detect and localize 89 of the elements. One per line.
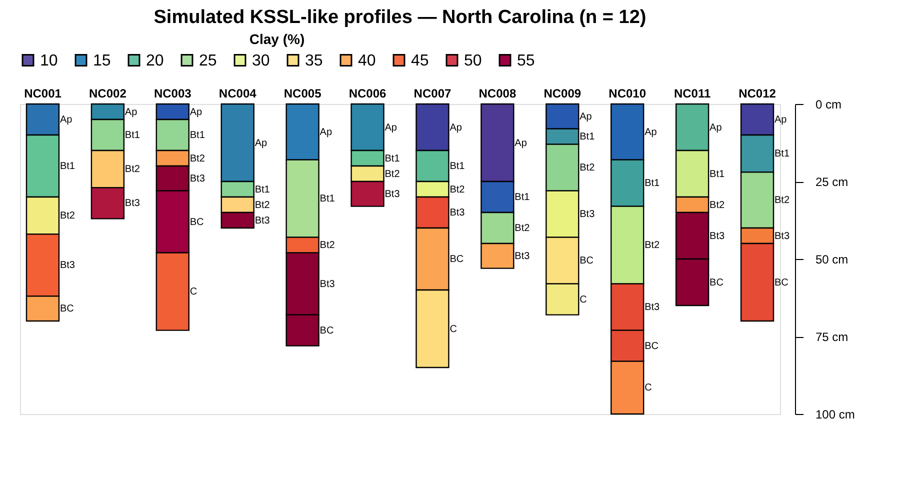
data-label: Bt1 [644,178,660,190]
legend-title: Clay (%) [249,31,305,47]
legend-label: 40 [358,52,376,70]
data-label: Bt3 [644,302,660,314]
data-label: Ap [320,126,332,138]
x-tick-label: NC009 [544,86,582,100]
data-label: BC [580,256,594,267]
data-label: Bt1 [60,161,76,172]
data-label: C [580,294,587,306]
x-tick-label: NC002 [89,86,127,100]
data-label: BC [710,277,724,288]
legend-label: 20 [146,52,164,70]
data-label: Bt1 [450,161,466,172]
data-label: BC [60,304,74,315]
data-label: Ap [774,114,788,126]
data-label: Bt3 [190,173,206,184]
data-label: Bt1 [190,130,206,141]
data-label: Bt1 [320,194,336,205]
data-label: BC [774,277,788,288]
data-label: Ap [384,122,398,134]
data-label: BC [644,340,658,352]
data-label: Bt2 [710,200,725,211]
chart-title: Simulated KSSL-like profiles — North Carolina (n = 12) [154,7,646,28]
data-label: Bt3 [580,209,596,220]
data-label: Ap [190,106,203,118]
data-label: Bt1 [514,192,530,203]
legend-label: 30 [252,52,270,70]
data-label: Bt2 [450,184,466,196]
data-label: Bt2 [514,223,530,234]
data-label: Bt2 [384,168,400,180]
data-label: Bt2 [644,240,660,252]
x-tick-label: NC004 [218,86,257,100]
data-label: C [644,382,652,394]
x-tick-label: NC005 [284,86,322,100]
data-label: Ap [60,114,73,126]
data-label: Bt1 [254,184,270,196]
data-label: Ap [124,106,138,118]
legend-label: 10 [40,52,58,70]
data-label: C [190,286,198,298]
data-label: Bt3 [774,230,790,242]
data-label: Ap [514,138,528,149]
data-label: Bt3 [254,215,270,226]
data-label: Bt3 [384,188,400,200]
data-label: Ap [254,138,268,149]
legend-label: 45 [411,52,429,70]
x-tick-label: NC010 [608,86,646,100]
x-tick-label: NC003 [154,86,192,100]
y-tick-label: 50 cm [816,252,848,266]
x-tick-label: NC006 [348,86,387,100]
data-label: BC [190,216,204,228]
data-label: Ap [580,111,592,122]
data-label: Bt3 [514,250,530,262]
data-label: Bt3 [124,198,140,210]
data-label: BC [450,254,464,265]
x-tick-label: NC008 [478,86,516,100]
data-label: Bt2 [190,153,206,164]
y-tick-label: 0 cm [816,98,842,112]
data-label: Bt1 [710,168,725,180]
legend-label: 55 [517,52,535,70]
data-label: Bt3 [710,230,725,242]
data-label: Ap [644,126,658,138]
x-tick-label: NC012 [738,86,776,100]
data-label: Bt2 [774,195,790,206]
data-label: Bt2 [580,162,596,174]
x-tick-label: NC001 [24,86,62,100]
y-tick-label: 100 cm [816,408,855,422]
legend-label: 15 [93,52,111,70]
data-label: Bt3 [320,278,336,290]
data-label: Bt3 [450,208,466,218]
data-label: Ap [450,122,462,134]
data-label: Bt2 [254,200,270,211]
x-tick-label: NC011 [674,86,711,100]
data-label: Bt2 [124,164,140,176]
data-label: Bt2 [320,240,336,252]
y-tick-label: 25 cm [816,175,848,189]
legend-label: 35 [305,52,323,70]
data-label: Bt1 [580,132,596,143]
data-label: Bt3 [60,260,76,272]
data-label: Bt2 [60,210,76,222]
data-label: BC [320,325,334,336]
legend-label: 50 [464,52,482,70]
data-label: Bt1 [384,153,400,164]
data-label: Ap [710,122,722,134]
x-tick-label: NC007 [414,86,452,100]
legend-label: 25 [199,52,217,70]
data-label: Bt1 [124,130,140,141]
y-tick-label: 75 cm [816,330,848,344]
data-label: C [450,324,457,335]
data-label: Bt1 [774,148,790,160]
